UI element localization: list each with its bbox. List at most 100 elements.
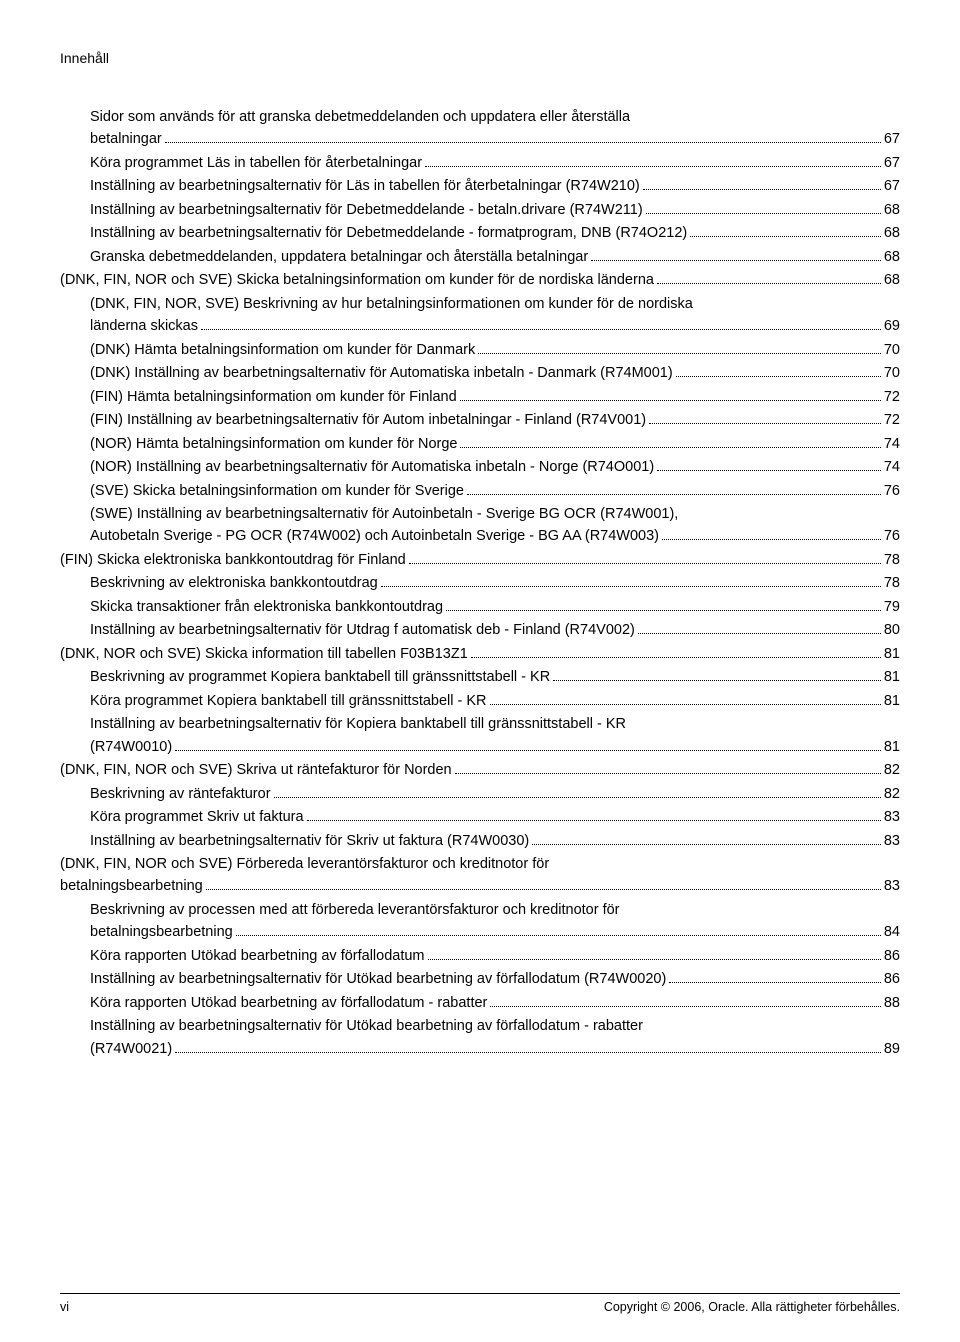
toc-entry-page: 81 bbox=[884, 736, 900, 758]
toc-entry: Köra rapporten Utökad bearbetning av för… bbox=[90, 945, 900, 967]
toc-entry-wrap: Beskrivning av processen med att förbere… bbox=[90, 899, 900, 921]
toc-entry-page: 67 bbox=[884, 175, 900, 197]
toc-entry-page: 88 bbox=[884, 992, 900, 1014]
toc-entry: länderna skickas69 bbox=[90, 315, 900, 337]
toc-entry-text: Köra rapporten Utökad bearbetning av för… bbox=[90, 945, 425, 967]
toc-entry-text: (DNK, FIN, NOR och SVE) Skriva ut räntef… bbox=[60, 759, 452, 781]
toc-leader-dots bbox=[446, 610, 881, 611]
toc-leader-dots bbox=[455, 773, 881, 774]
table-of-contents: Sidor som används för att granska debetm… bbox=[60, 106, 900, 1060]
toc-entry-text: Inställning av bearbetningsalternativ fö… bbox=[90, 968, 666, 990]
toc-leader-dots bbox=[657, 283, 881, 284]
toc-entry: Inställning av bearbetningsalternativ fö… bbox=[90, 199, 900, 221]
document-page: Innehåll Sidor som används för att grans… bbox=[0, 0, 960, 1342]
toc-entry-page: 76 bbox=[884, 525, 900, 547]
toc-entry-page: 72 bbox=[884, 386, 900, 408]
toc-entry-page: 84 bbox=[884, 921, 900, 943]
toc-entry: (DNK) Hämta betalningsinformation om kun… bbox=[90, 339, 900, 361]
toc-entry: Granska debetmeddelanden, uppdatera beta… bbox=[90, 246, 900, 268]
toc-entry-text: (NOR) Inställning av bearbetningsalterna… bbox=[90, 456, 654, 478]
toc-leader-dots bbox=[165, 142, 881, 143]
toc-leader-dots bbox=[471, 657, 881, 658]
toc-leader-dots bbox=[175, 750, 881, 751]
toc-entry: (DNK, NOR och SVE) Skicka information ti… bbox=[60, 643, 900, 665]
toc-entry-page: 86 bbox=[884, 945, 900, 967]
toc-entry-text: Köra rapporten Utökad bearbetning av för… bbox=[90, 992, 487, 1014]
toc-leader-dots bbox=[206, 889, 881, 890]
toc-leader-dots bbox=[425, 166, 881, 167]
toc-leader-dots bbox=[460, 400, 881, 401]
toc-leader-dots bbox=[175, 1052, 881, 1053]
toc-entry-text: Autobetaln Sverige - PG OCR (R74W002) oc… bbox=[90, 525, 659, 547]
toc-entry: Köra programmet Skriv ut faktura83 bbox=[90, 806, 900, 828]
toc-entry-text: Granska debetmeddelanden, uppdatera beta… bbox=[90, 246, 588, 268]
toc-entry-page: 68 bbox=[884, 269, 900, 291]
toc-entry: Inställning av bearbetningsalternativ fö… bbox=[90, 830, 900, 852]
footer-copyright: Copyright © 2006, Oracle. Alla rättighet… bbox=[604, 1300, 900, 1314]
toc-entry-page: 82 bbox=[884, 759, 900, 781]
toc-entry-wrap: (DNK, FIN, NOR och SVE) Förbereda levera… bbox=[60, 853, 900, 875]
toc-entry-wrap: Inställning av bearbetningsalternativ fö… bbox=[90, 1015, 900, 1037]
toc-entry-wrap: Inställning av bearbetningsalternativ fö… bbox=[90, 713, 900, 735]
toc-entry-page: 74 bbox=[884, 433, 900, 455]
toc-leader-dots bbox=[646, 213, 881, 214]
toc-entry-page: 67 bbox=[884, 152, 900, 174]
toc-entry-text: (FIN) Hämta betalningsinformation om kun… bbox=[90, 386, 457, 408]
toc-leader-dots bbox=[676, 376, 881, 377]
toc-entry-text: Köra programmet Kopiera banktabell till … bbox=[90, 690, 487, 712]
toc-entry-text: (R74W0021) bbox=[90, 1038, 172, 1060]
toc-entry: Skicka transaktioner från elektroniska b… bbox=[90, 596, 900, 618]
toc-leader-dots bbox=[690, 236, 881, 237]
toc-entry-text: länderna skickas bbox=[90, 315, 198, 337]
toc-entry: (DNK, FIN, NOR och SVE) Skicka betalning… bbox=[60, 269, 900, 291]
toc-entry-text: Inställning av bearbetningsalternativ fö… bbox=[90, 199, 643, 221]
toc-entry-text: (R74W0010) bbox=[90, 736, 172, 758]
toc-entry-page: 78 bbox=[884, 572, 900, 594]
toc-leader-dots bbox=[490, 1006, 880, 1007]
toc-entry-wrap: (SWE) Inställning av bearbetningsalterna… bbox=[90, 503, 900, 525]
toc-entry: Beskrivning av programmet Kopiera bankta… bbox=[90, 666, 900, 688]
toc-entry-page: 68 bbox=[884, 246, 900, 268]
toc-entry-page: 83 bbox=[884, 830, 900, 852]
toc-entry-page: 70 bbox=[884, 362, 900, 384]
toc-entry: Beskrivning av räntefakturor82 bbox=[90, 783, 900, 805]
toc-leader-dots bbox=[657, 470, 881, 471]
toc-leader-dots bbox=[467, 494, 881, 495]
toc-entry-text: Inställning av bearbetningsalternativ fö… bbox=[90, 175, 640, 197]
toc-entry-page: 79 bbox=[884, 596, 900, 618]
toc-entry: (DNK) Inställning av bearbetningsalterna… bbox=[90, 362, 900, 384]
toc-leader-dots bbox=[662, 539, 881, 540]
footer-page-number: vi bbox=[60, 1300, 69, 1314]
toc-entry: Köra programmet Kopiera banktabell till … bbox=[90, 690, 900, 712]
toc-entry-page: 83 bbox=[884, 806, 900, 828]
toc-entry-text: (DNK) Inställning av bearbetningsalterna… bbox=[90, 362, 673, 384]
toc-leader-dots bbox=[428, 959, 881, 960]
toc-entry-page: 67 bbox=[884, 128, 900, 150]
toc-entry: (NOR) Inställning av bearbetningsalterna… bbox=[90, 456, 900, 478]
toc-entry-text: betalningsbearbetning bbox=[60, 875, 203, 897]
toc-leader-dots bbox=[460, 447, 880, 448]
toc-entry-text: Inställning av bearbetningsalternativ fö… bbox=[90, 222, 687, 244]
toc-entry-wrap: Sidor som används för att granska debetm… bbox=[90, 106, 900, 128]
toc-leader-dots bbox=[532, 844, 881, 845]
toc-entry-page: 68 bbox=[884, 199, 900, 221]
toc-entry: Beskrivning av elektroniska bankkontoutd… bbox=[90, 572, 900, 594]
toc-entry: Inställning av bearbetningsalternativ fö… bbox=[90, 222, 900, 244]
toc-entry: (R74W0010) 81 bbox=[90, 736, 900, 758]
toc-entry-page: 83 bbox=[884, 875, 900, 897]
toc-entry: (R74W0021) 89 bbox=[90, 1038, 900, 1060]
toc-entry: (NOR) Hämta betalningsinformation om kun… bbox=[90, 433, 900, 455]
toc-entry: betalningsbearbetning 83 bbox=[60, 875, 900, 897]
toc-entry: Köra programmet Läs in tabellen för åter… bbox=[90, 152, 900, 174]
toc-leader-dots bbox=[201, 329, 881, 330]
toc-entry-page: 81 bbox=[884, 690, 900, 712]
toc-leader-dots bbox=[591, 260, 881, 261]
toc-leader-dots bbox=[274, 797, 881, 798]
toc-entry-page: 89 bbox=[884, 1038, 900, 1060]
toc-entry-text: Skicka transaktioner från elektroniska b… bbox=[90, 596, 443, 618]
toc-entry-text: Beskrivning av elektroniska bankkontoutd… bbox=[90, 572, 378, 594]
toc-entry-page: 82 bbox=[884, 783, 900, 805]
toc-entry-page: 81 bbox=[884, 643, 900, 665]
toc-entry-text: Inställning av bearbetningsalternativ fö… bbox=[90, 619, 635, 641]
toc-entry-page: 80 bbox=[884, 619, 900, 641]
